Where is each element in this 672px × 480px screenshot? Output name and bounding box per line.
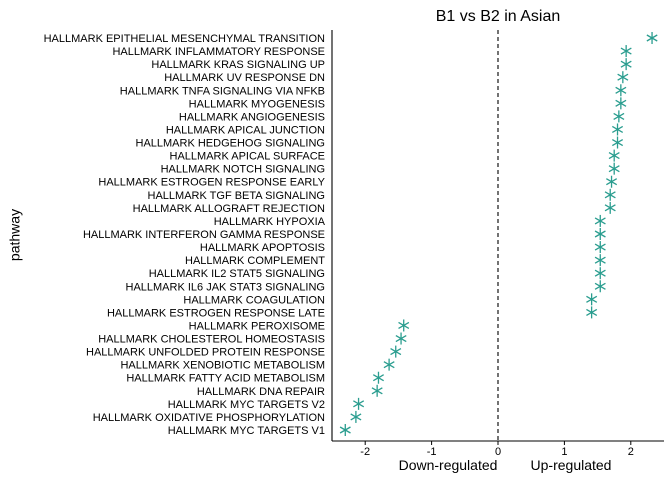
category-label: HALLMARK FATTY ACID METABOLISM — [126, 373, 325, 385]
data-point — [350, 410, 362, 423]
data-point — [615, 97, 627, 110]
category-label: HALLMARK MYC TARGETS V2 — [168, 399, 325, 411]
data-point — [586, 306, 598, 319]
data-point — [615, 84, 627, 97]
data-point — [594, 214, 606, 227]
category-label: HALLMARK CHOLESTEROL HOMEOSTASIS — [98, 334, 325, 346]
data-point — [617, 71, 629, 84]
data-point — [594, 280, 606, 293]
category-label: HALLMARK ESTROGEN RESPONSE EARLY — [98, 177, 325, 189]
category-label: HALLMARK KRAS SIGNALING UP — [151, 59, 325, 71]
x-axis-title-up: Up-regulated — [531, 457, 612, 473]
x-tick-label: -1 — [427, 446, 437, 458]
data-point — [611, 136, 624, 149]
data-point — [353, 397, 365, 410]
data-point — [594, 254, 606, 267]
category-label: HALLMARK ESTROGEN RESPONSE LATE — [107, 307, 325, 319]
category-label: HALLMARK HEDGEHOG SIGNALING — [136, 138, 326, 150]
data-point — [594, 228, 606, 240]
x-tick-label: 2 — [628, 446, 634, 458]
category-label: HALLMARK APOPTOSIS — [200, 242, 325, 254]
category-label: HALLMARK COMPLEMENT — [185, 255, 325, 267]
category-label: HALLMARK INTERFERON GAMMA RESPONSE — [83, 229, 325, 241]
category-label: HALLMARK OXIDATIVE PHOSPHORYLATION — [93, 412, 325, 424]
data-point — [586, 293, 598, 306]
category-label: HALLMARK ANGIOGENESIS — [179, 111, 325, 123]
data-point — [606, 175, 618, 188]
chart-title: B1 vs B2 in Asian — [436, 8, 561, 25]
data-point — [383, 358, 395, 371]
data-point — [339, 424, 351, 436]
category-label: HALLMARK TGF BETA SIGNALING — [148, 190, 325, 202]
data-point — [613, 110, 625, 123]
category-label: HALLMARK APICAL SURFACE — [170, 151, 325, 163]
data-point — [646, 32, 658, 44]
category-label: HALLMARK INFLAMMATORY RESPONSE — [112, 46, 325, 58]
category-label: HALLMARK TNFA SIGNALING VIA NFKB — [120, 85, 325, 97]
category-label: HALLMARK NOTCH SIGNALING — [161, 164, 325, 176]
x-tick-label: -2 — [360, 446, 370, 458]
category-label: HALLMARK ALLOGRAFT REJECTION — [133, 203, 325, 215]
category-label: HALLMARK MYOGENESIS — [189, 98, 325, 110]
category-label: HALLMARK HYPOXIA — [214, 216, 326, 228]
data-point — [604, 201, 616, 214]
category-label: HALLMARK UV RESPONSE DN — [164, 72, 325, 84]
data-point — [608, 162, 620, 175]
data-point — [611, 123, 624, 136]
data-point — [390, 345, 402, 358]
data-point — [395, 332, 407, 345]
category-label: HALLMARK IL6 JAK STAT3 SIGNALING — [126, 281, 326, 293]
x-ticks: -2 -1 0 1 2 — [360, 441, 634, 458]
data-point — [372, 371, 385, 384]
data-point — [594, 241, 606, 254]
data-point — [620, 58, 632, 71]
category-label: HALLMARK PEROXISOME — [189, 320, 325, 332]
category-label: HALLMARK EPITHELIAL MESENCHYMAL TRANSITI… — [44, 33, 325, 45]
x-axis-title-down: Down-regulated — [399, 457, 498, 473]
y-axis-title: pathway — [7, 209, 23, 261]
data-point — [594, 267, 606, 280]
category-label: HALLMARK APICAL JUNCTION — [166, 124, 325, 136]
category-label: HALLMARK UNFOLDED PROTEIN RESPONSE — [86, 347, 325, 359]
x-tick-label: 1 — [561, 446, 567, 458]
category-label: HALLMARK COAGULATION — [183, 294, 325, 306]
category-label: HALLMARK MYC TARGETS V1 — [168, 425, 325, 437]
x-tick-label: 0 — [495, 446, 501, 458]
category-label: HALLMARK XENOBIOTIC METABOLISM — [120, 360, 325, 372]
data-points — [339, 32, 658, 436]
data-point — [371, 384, 383, 397]
data-point — [620, 45, 632, 58]
category-label: HALLMARK DNA REPAIR — [197, 386, 325, 398]
category-label: HALLMARK IL2 STAT5 SIGNALING — [149, 268, 325, 280]
data-point — [398, 319, 410, 332]
data-point — [608, 149, 620, 162]
data-point — [604, 188, 616, 201]
category-labels: HALLMARK EPITHELIAL MESENCHYMAL TRANSITI… — [44, 33, 326, 437]
